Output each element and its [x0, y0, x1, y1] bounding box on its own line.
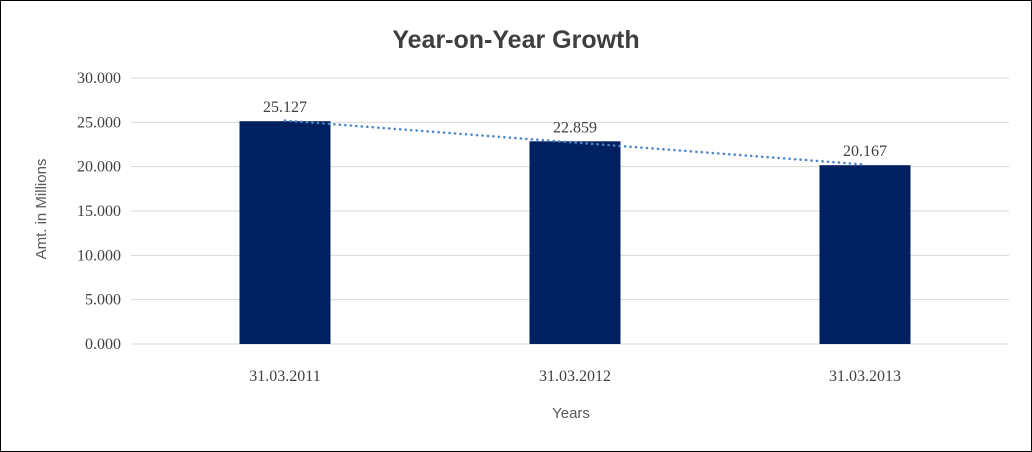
bar-value-label: 22.859 — [553, 119, 597, 136]
y-tick-label: 25.000 — [77, 114, 121, 131]
y-tick-label: 0.000 — [85, 336, 121, 353]
y-tick-label: 10.000 — [77, 247, 121, 264]
y-tick-label: 30.000 — [77, 70, 121, 87]
x-axis-title: Years — [552, 405, 590, 422]
bars-group — [239, 121, 911, 344]
bar — [529, 141, 621, 344]
y-axis-title: Amt. in Millions — [33, 159, 50, 260]
y-tick-label: 20.000 — [77, 159, 121, 176]
chart-title: Year-on-Year Growth — [392, 26, 639, 54]
trendline — [283, 119, 867, 166]
bar-value-label: 20.167 — [843, 143, 887, 160]
labels-group: 0.000 5.000 10.000 15.000 20.000 25.000 30.000… — [77, 70, 901, 385]
bar — [239, 121, 331, 344]
y-tick-label: 15.000 — [77, 203, 121, 220]
bar-value-label: 25.127 — [263, 99, 307, 116]
trendline-group — [283, 119, 867, 166]
bar — [819, 165, 911, 344]
x-tick-label: 31.03.2012 — [539, 368, 611, 385]
y-tick-label: 5.000 — [85, 292, 121, 309]
x-tick-label: 31.03.2013 — [829, 368, 901, 385]
x-tick-label: 31.03.2011 — [249, 368, 320, 385]
